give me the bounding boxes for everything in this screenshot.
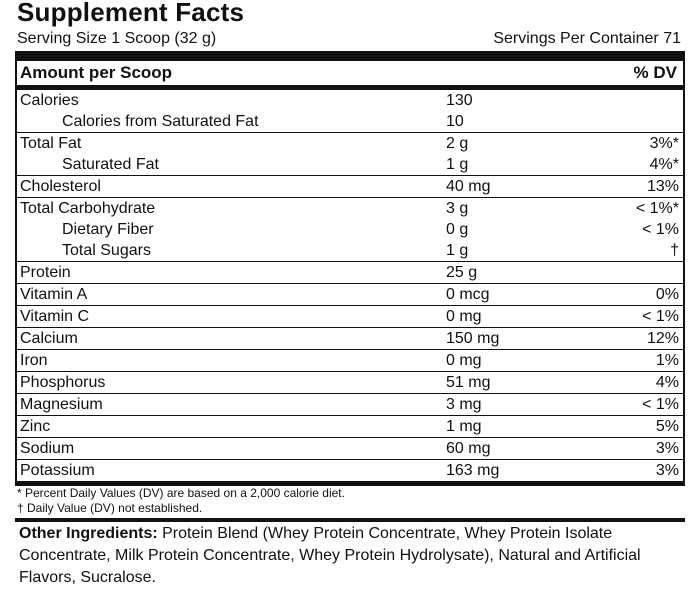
nutrient-amount: 1 mg <box>446 418 482 435</box>
table-row: Potassium 163 mg 3% <box>17 460 683 486</box>
nutrient-name: Calories <box>20 92 79 109</box>
nutrient-amount: 2 g <box>446 135 469 152</box>
table-row: Protein 25 g <box>17 262 683 284</box>
nutrient-name: Dietary Fiber <box>62 221 154 238</box>
table-row: Sodium 60 mg 3% <box>17 438 683 460</box>
nutrient-name: Calories from Saturated Fat <box>62 113 259 130</box>
nutrient-amount: 150 mg <box>446 330 500 347</box>
nutrient-dv: 4%* <box>649 156 679 173</box>
nutrient-dv: 3% <box>655 462 679 479</box>
table-row: Vitamin C 0 mg < 1% <box>17 306 683 328</box>
ingredients-divider-bar <box>15 518 685 522</box>
serving-size: Serving Size 1 Scoop (32 g) <box>17 30 217 47</box>
nutrient-amount: 10 <box>446 113 464 130</box>
nutrient-amount: 130 <box>446 92 473 109</box>
nutrient-name: Magnesium <box>20 396 103 413</box>
dv-not-established-footnote: † Daily Value (DV) not established. <box>17 501 203 515</box>
nutrient-dv: 3% <box>655 440 679 457</box>
nutrient-dv: 1% <box>655 352 679 369</box>
top-divider-bar <box>15 51 685 61</box>
nutrient-dv: 13% <box>646 178 679 195</box>
nutrient-name: Zinc <box>20 418 51 435</box>
table-row: Vitamin A 0 mcg 0% <box>17 284 683 306</box>
nutrient-amount: 40 mg <box>446 178 491 195</box>
nutrient-amount: 0 mcg <box>446 286 490 303</box>
percent-dv-footnote: * Percent Daily Values (DV) are based on… <box>17 486 345 500</box>
table-row: Saturated Fat 1 g 4%* <box>17 154 683 176</box>
nutrient-dv: < 1% <box>642 308 679 325</box>
nutrient-amount: 3 g <box>446 200 469 217</box>
nutrient-name: Iron <box>20 352 48 369</box>
nutrient-amount: 163 mg <box>446 462 500 479</box>
nutrient-amount: 0 mg <box>446 308 482 325</box>
nutrient-name: Total Fat <box>20 135 82 152</box>
table-row: Calcium 150 mg 12% <box>17 328 683 350</box>
nutrient-amount: 25 g <box>446 264 478 281</box>
other-ingredients-label: Other Ingredients: <box>19 525 158 542</box>
label-title: Supplement Facts <box>17 0 245 27</box>
nutrient-name: Vitamin C <box>20 308 90 325</box>
nutrient-dv: 0% <box>655 286 679 303</box>
other-ingredients: Other Ingredients: Protein Blend (Whey P… <box>19 523 674 589</box>
table-row: Calories from Saturated Fat 10 <box>17 111 683 133</box>
nutrient-name: Total Carbohydrate <box>20 200 156 217</box>
nutrient-dv: < 1%* <box>635 200 679 217</box>
nutrient-amount: 0 g <box>446 221 469 238</box>
nutrient-dv: 12% <box>646 330 679 347</box>
nutrient-dv: 3%* <box>649 135 679 152</box>
other-ingredients-text: Protein Blend (Whey Protein Concentrate,… <box>19 525 641 586</box>
nutrient-amount: 3 mg <box>446 396 482 413</box>
nutrient-name: Vitamin A <box>20 286 88 303</box>
nutrient-dv: 4% <box>655 374 679 391</box>
nutrient-name: Phosphorus <box>20 374 106 391</box>
nutrient-name: Cholesterol <box>20 178 101 195</box>
nutrient-table: Amount per Scoop % DV Calories 130 Calor… <box>15 61 685 486</box>
table-row: Phosphorus 51 mg 4% <box>17 372 683 394</box>
nutrient-name: Saturated Fat <box>62 156 159 173</box>
amount-per-scoop-header: Amount per Scoop <box>20 63 173 82</box>
table-header: Amount per Scoop % DV <box>17 61 683 90</box>
nutrient-name: Sodium <box>20 440 75 457</box>
nutrient-dv: † <box>670 242 679 259</box>
servings-per-container: Servings Per Container 71 <box>493 30 681 47</box>
nutrient-amount: 60 mg <box>446 440 491 457</box>
table-row: Total Fat 2 g 3%* <box>17 133 683 154</box>
table-row: Total Sugars 1 g † <box>17 240 683 262</box>
nutrient-dv: < 1% <box>642 221 679 238</box>
serving-info: Serving Size 1 Scoop (32 g) Servings Per… <box>17 28 681 50</box>
footnotes: * Percent Daily Values (DV) are based on… <box>17 486 345 516</box>
nutrient-dv: 5% <box>655 418 679 435</box>
nutrient-amount: 1 g <box>446 156 469 173</box>
table-row: Cholesterol 40 mg 13% <box>17 176 683 198</box>
table-row: Dietary Fiber 0 g < 1% <box>17 219 683 240</box>
nutrient-name: Calcium <box>20 330 78 347</box>
table-row: Magnesium 3 mg < 1% <box>17 394 683 416</box>
nutrient-amount: 51 mg <box>446 374 491 391</box>
table-row: Total Carbohydrate 3 g < 1%* <box>17 198 683 219</box>
table-row: Iron 0 mg 1% <box>17 350 683 372</box>
nutrient-name: Total Sugars <box>62 242 151 259</box>
percent-dv-header: % DV <box>633 63 677 82</box>
table-row: Zinc 1 mg 5% <box>17 416 683 438</box>
nutrient-dv: < 1% <box>642 396 679 413</box>
nutrient-amount: 0 mg <box>446 352 482 369</box>
table-row: Calories 130 <box>17 90 683 111</box>
nutrient-amount: 1 g <box>446 242 469 259</box>
nutrient-name: Protein <box>20 264 71 281</box>
nutrient-name: Potassium <box>20 462 95 479</box>
